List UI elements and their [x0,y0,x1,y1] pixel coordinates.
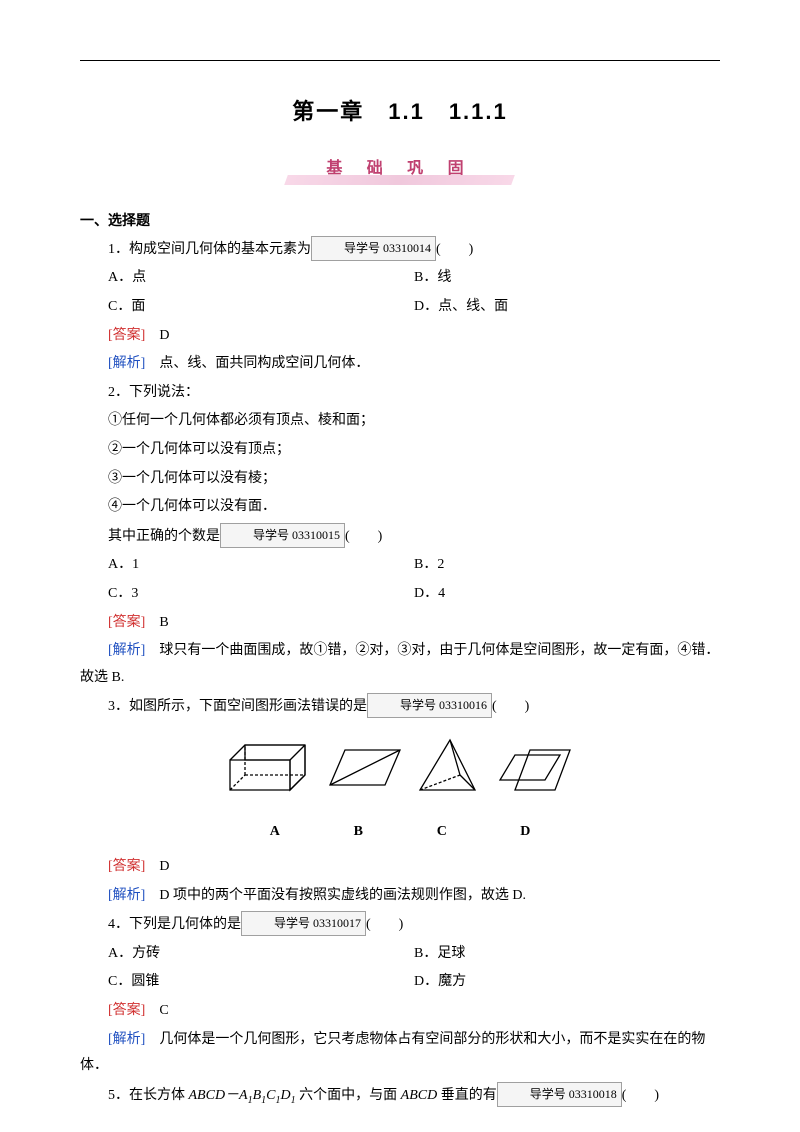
banner-text: 基 础 巩 固 [326,160,473,177]
q4-opt-b: B．足球 [414,941,720,968]
q2-s1: ①任何一个几何体都必须有顶点、棱和面； [80,408,720,435]
answer-label: [答案] [108,615,145,630]
q3-paren: ( ) [492,699,529,714]
q2-analysis: [解析] 球只有一个曲面围成，故①错，②对，③对，由于几何体是空间图形，故一定有… [80,638,720,691]
q2-paren: ( ) [345,529,382,544]
q1-answer-value: D [145,328,169,343]
answer-label: [答案] [108,859,145,874]
q3-stem-text: 3．如图所示，下面空间图形画法错误的是 [108,699,367,714]
fig-label-c: C [402,819,482,846]
q2-tail: 其中正确的个数是导学号 03310015( ) [80,523,720,551]
q2-tail-text: 其中正确的个数是 [108,529,220,544]
answer-label: [答案] [108,1003,145,1018]
q4-analysis-text: 几何体是一个几何图形，它只考虑物体占有空间部分的形状和大小，而不是实实在在的物体… [80,1032,705,1074]
q3-analysis: [解析] D 项中的两个平面没有按照实虚线的画法规则作图，故选 D. [80,883,720,910]
q1-answer: [答案] D [80,323,720,350]
q4-answer: [答案] C [80,998,720,1025]
section-heading: 一、选择题 [80,207,720,234]
q3-fig-labels: A B C D [80,819,720,846]
q1-analysis-text: 点、线、面共同构成空间几何体． [145,356,369,371]
study-tag: 导学号 03310016 [367,693,492,718]
q2-options-row1: A．1 B．2 [80,552,720,579]
q1-opt-c: C．面 [108,294,414,321]
chapter-title: 第一章 1.1 1.1.1 [80,91,720,133]
q1-analysis: [解析] 点、线、面共同构成空间几何体． [80,351,720,378]
study-tag: 导学号 03310018 [497,1082,622,1107]
q2-s2: ②一个几何体可以没有顶点； [80,437,720,464]
q5-pre: 5．在长方体 [108,1088,189,1103]
q2-opt-d: D．4 [414,581,720,608]
q1-stem: 1．构成空间几何体的基本元素为导学号 03310014( ) [80,236,720,264]
q2-opt-c: C．3 [108,581,414,608]
q1-paren: ( ) [436,242,473,257]
fig-label-a: A [235,819,315,846]
q2-s3: ③一个几何体可以没有棱； [80,466,720,493]
analysis-label: [解析] [108,356,145,371]
q5-post: 垂直的有 [437,1088,497,1103]
q5-stem: 5．在长方体 ABCD－A1B1C1D1 六个面中，与面 ABCD 垂直的有导学… [80,1082,720,1110]
q4-opt-d: D．魔方 [414,969,720,996]
q4-paren: ( ) [366,917,403,932]
q4-answer-value: C [145,1003,168,1018]
answer-label: [答案] [108,328,145,343]
study-tag: 导学号 03310014 [311,236,436,261]
q4-analysis: [解析] 几何体是一个几何图形，它只考虑物体占有空间部分的形状和大小，而不是实实… [80,1027,720,1080]
q5-paren: ( ) [622,1088,659,1103]
q1-options-row1: A．点 B．线 [80,265,720,292]
q2-s4: ④一个几何体可以没有面． [80,494,720,521]
analysis-label: [解析] [108,888,145,903]
q3-figure [80,735,720,816]
fig-label-d: D [485,819,565,846]
section-banner: 基 础 巩 固 [80,151,720,187]
top-rule [80,60,720,61]
q2-answer-value: B [145,615,168,630]
q2-answer: [答案] B [80,610,720,637]
q4-opt-a: A．方砖 [108,941,414,968]
q3-stem: 3．如图所示，下面空间图形画法错误的是导学号 03310016( ) [80,693,720,721]
q2-opt-a: A．1 [108,552,414,579]
q1-opt-a: A．点 [108,265,414,292]
study-tag: 导学号 03310015 [220,523,345,548]
q4-opt-c: C．圆锥 [108,969,414,996]
analysis-label: [解析] [108,643,145,658]
q1-stem-text: 1．构成空间几何体的基本元素为 [108,242,311,257]
analysis-label: [解析] [108,1032,145,1047]
fig-label-b: B [318,819,398,846]
q5-mid: 六个面中，与面 [296,1088,401,1103]
geometry-shapes-svg [220,735,580,805]
q3-answer: [答案] D [80,854,720,881]
q2-opt-b: B．2 [414,552,720,579]
q2-analysis-text: 球只有一个曲面围成，故①错，②对，③对，由于几何体是空间图形，故一定有面，④错．… [80,643,719,685]
q5-cuboid: ABCD－A [189,1088,248,1103]
q4-stem-text: 4．下列是几何体的是 [108,917,241,932]
q5-face: ABCD [401,1088,438,1103]
q1-options-row2: C．面 D．点、线、面 [80,294,720,321]
q1-opt-b: B．线 [414,265,720,292]
q3-analysis-text: D 项中的两个平面没有按照实虚线的画法规则作图，故选 D. [145,888,526,903]
q2-stem: 2．下列说法： [80,380,720,407]
q2-options-row2: C．3 D．4 [80,581,720,608]
q4-options-row1: A．方砖 B．足球 [80,941,720,968]
q1-opt-d: D．点、线、面 [414,294,720,321]
study-tag: 导学号 03310017 [241,911,366,936]
q4-stem: 4．下列是几何体的是导学号 03310017( ) [80,911,720,939]
q4-options-row2: C．圆锥 D．魔方 [80,969,720,996]
q3-answer-value: D [145,859,169,874]
